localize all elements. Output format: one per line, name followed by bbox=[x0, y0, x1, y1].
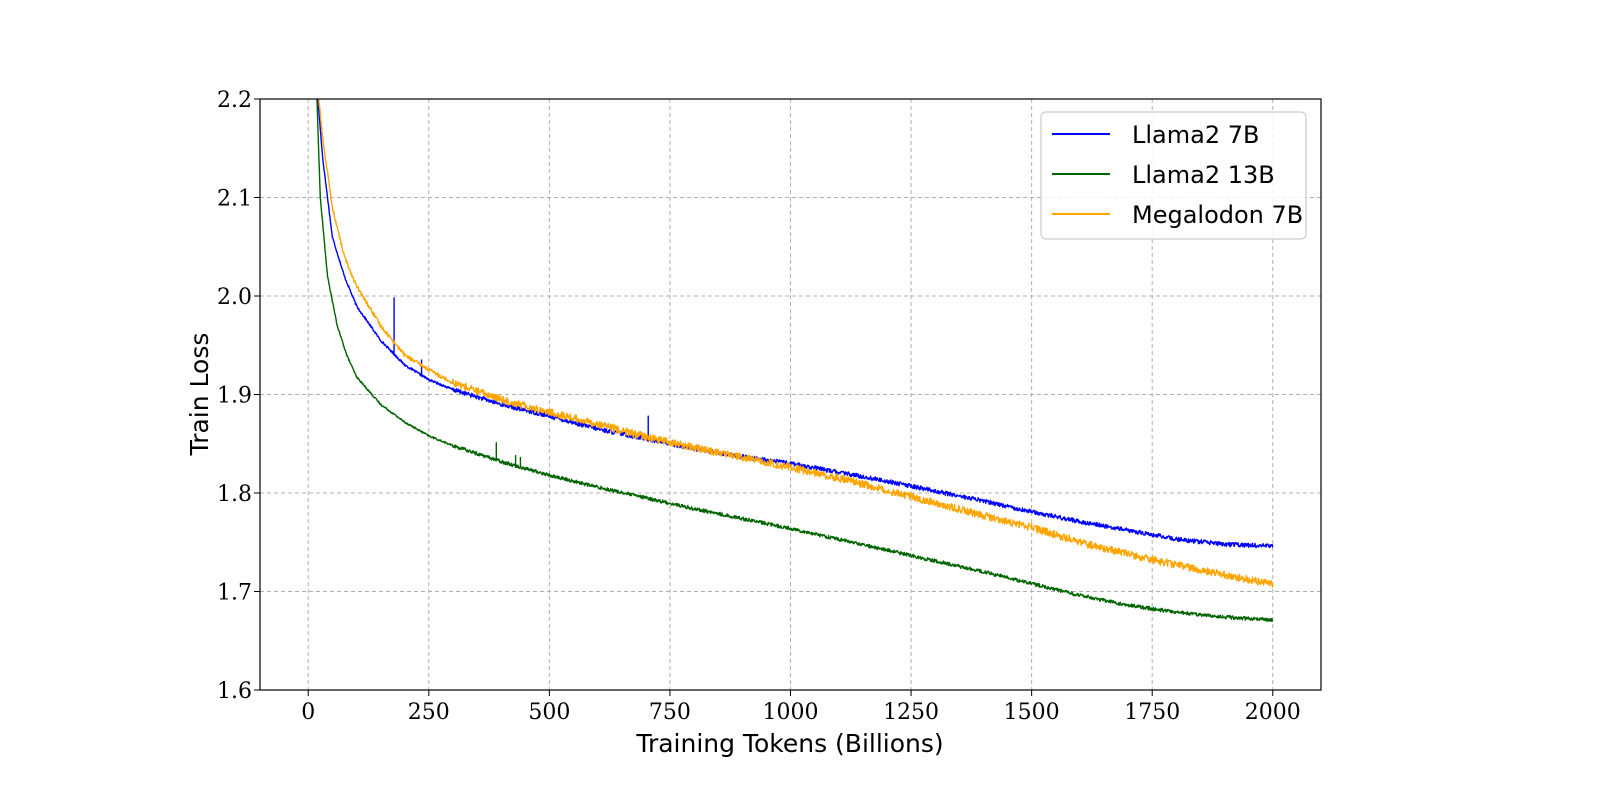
series-line-llama2-13b bbox=[316, 99, 1274, 622]
y-tick-label: 1.7 bbox=[217, 581, 252, 606]
y-tick-label: 2.0 bbox=[217, 285, 252, 310]
x-tick-label: 0 bbox=[301, 700, 315, 725]
y-tick-label: 1.8 bbox=[217, 482, 252, 507]
x-tick-label: 750 bbox=[649, 700, 691, 725]
legend: Llama2 7B Llama2 13B Megalodon 7B bbox=[1040, 111, 1307, 240]
x-tick-label: 1500 bbox=[1004, 700, 1060, 725]
legend-label-llama2-7b: Llama2 7B bbox=[1132, 121, 1259, 149]
y-tick-label: 1.6 bbox=[217, 679, 252, 704]
y-axis-label: Train Loss bbox=[185, 333, 214, 457]
y-tick-label: 1.9 bbox=[217, 384, 252, 409]
x-tick-label: 1250 bbox=[883, 700, 939, 725]
x-tick-label: 500 bbox=[528, 700, 570, 725]
series-line-megalodon-7b bbox=[318, 99, 1274, 588]
x-tick-label: 2000 bbox=[1245, 700, 1301, 725]
y-tick-label: 2.2 bbox=[217, 88, 252, 113]
legend-frame bbox=[1040, 111, 1307, 240]
y-tick-label: 2.1 bbox=[217, 187, 252, 212]
ticks: 0 250 500 750 1000 1250 1500 1750 2000 1.6 1.7 1.8 1… bbox=[217, 88, 1301, 725]
x-tick-label: 1750 bbox=[1124, 700, 1180, 725]
x-tick-label: 250 bbox=[408, 700, 450, 725]
series-line-llama2-7b bbox=[317, 99, 1274, 549]
x-tick-label: 1000 bbox=[763, 700, 819, 725]
x-axis-label: Training Tokens (Billions) bbox=[635, 729, 943, 758]
legend-label-llama2-13b: Llama2 13B bbox=[1132, 161, 1275, 189]
series-lines bbox=[316, 99, 1274, 622]
legend-label-megalodon-7b: Megalodon 7B bbox=[1132, 201, 1303, 229]
